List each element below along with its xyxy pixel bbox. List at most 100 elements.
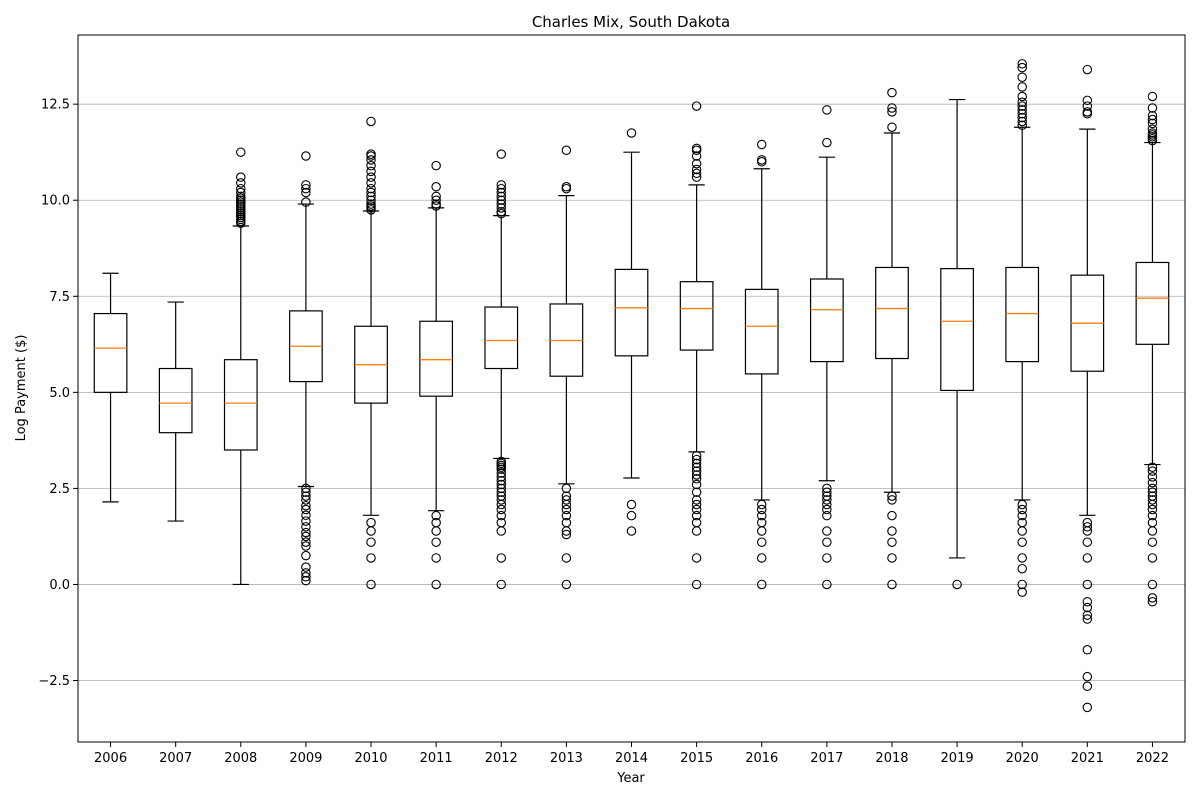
iqr-box	[679, 281, 714, 351]
iqr-box	[419, 320, 454, 397]
iqr-box	[809, 278, 844, 363]
outlier-point	[691, 579, 702, 590]
x-tick-label: 2019	[941, 751, 974, 766]
outlier-point	[496, 207, 507, 217]
outlier-point	[431, 160, 441, 171]
outlier-point	[561, 182, 572, 192]
outlier-point	[822, 537, 832, 547]
outlier-point	[1017, 116, 1027, 127]
outlier-point	[952, 579, 962, 590]
outlier-point	[496, 487, 507, 497]
outlier-point	[691, 474, 702, 484]
box-plots	[93, 59, 1170, 713]
y-tick-label: 5.0	[49, 386, 70, 401]
outlier-point	[301, 183, 311, 194]
box-2008	[223, 147, 258, 586]
outlier-point	[887, 553, 897, 563]
outlier-point	[561, 579, 572, 590]
outlier-point	[1147, 593, 1158, 603]
outlier-point	[756, 139, 767, 150]
outlier-point	[1147, 114, 1158, 125]
outlier-point	[366, 178, 376, 188]
outlier-point	[1082, 602, 1093, 613]
outlier-point	[301, 568, 311, 578]
outlier-point	[691, 145, 702, 156]
x-tick-label: 2015	[680, 751, 713, 766]
outlier-point	[756, 157, 767, 167]
outlier-point	[691, 510, 702, 521]
outlier-point	[691, 168, 702, 179]
outlier-point	[1147, 91, 1158, 102]
outlier-point	[691, 158, 702, 169]
outlier-point	[496, 526, 507, 536]
y-tick-label: −2.5	[38, 674, 70, 689]
outlier-point	[366, 191, 376, 202]
x-tick-label: 2016	[745, 751, 778, 766]
outlier-point	[301, 491, 311, 501]
outlier-point	[1017, 82, 1027, 92]
outlier-point	[887, 103, 897, 113]
outlier-point	[366, 517, 376, 528]
outlier-point	[887, 510, 897, 521]
outlier-point	[1017, 120, 1027, 131]
outlier-point	[691, 479, 702, 490]
y-tick-label: 12.5	[41, 98, 70, 113]
x-tick-label: 2013	[550, 751, 583, 766]
y-tick-label: 7.5	[49, 290, 70, 305]
outlier-point	[691, 101, 702, 111]
outlier-point	[561, 553, 572, 563]
outlier-point	[1082, 610, 1093, 620]
outlier-point	[236, 183, 246, 194]
iqr-box	[158, 367, 193, 434]
outlier-point	[691, 450, 702, 461]
outlier-point	[431, 537, 441, 547]
outlier-point	[1017, 72, 1027, 83]
box-2007	[158, 301, 193, 522]
outlier-point	[496, 504, 507, 515]
outlier-point	[301, 483, 311, 494]
outlier-point	[431, 195, 441, 205]
outlier-point	[496, 199, 507, 209]
outlier-point	[1147, 466, 1158, 476]
outlier-point	[301, 510, 311, 521]
outlier-point	[301, 527, 311, 538]
outlier-point	[366, 116, 376, 127]
x-tick-label: 2014	[615, 751, 648, 766]
outlier-point	[496, 472, 507, 482]
outlier-point	[431, 553, 441, 563]
outlier-point	[496, 483, 507, 494]
outlier-point	[1082, 645, 1093, 655]
outlier-point	[691, 470, 702, 480]
outlier-point	[1017, 112, 1027, 123]
outlier-point	[431, 191, 441, 202]
iqr-box	[614, 268, 649, 357]
box-2012	[484, 149, 519, 590]
outlier-point	[887, 107, 897, 117]
x-tick-label: 2011	[420, 751, 453, 766]
outlier-point	[366, 553, 376, 563]
box-2022	[1135, 91, 1170, 607]
y-tick-label: 2.5	[49, 482, 70, 497]
outlier-point	[1082, 614, 1093, 624]
outlier-point	[1147, 579, 1158, 590]
outlier-point	[691, 466, 702, 476]
outlier-point	[1017, 97, 1027, 107]
outlier-point	[561, 145, 572, 156]
outlier-point	[431, 579, 441, 590]
outlier-point	[756, 499, 767, 510]
iqr-box	[744, 288, 779, 375]
outlier-point	[496, 456, 507, 467]
outlier-point	[236, 172, 246, 182]
outlier-point	[887, 87, 897, 98]
outlier-point	[561, 495, 572, 505]
x-tick-label: 2008	[224, 751, 257, 766]
y-tick-label: 0.0	[49, 578, 70, 593]
outlier-point	[236, 187, 246, 198]
outlier-point	[496, 187, 507, 198]
outlier-point	[1017, 499, 1027, 510]
outlier-point	[1017, 563, 1027, 574]
y-axis-label: Log Payment ($)	[14, 335, 29, 442]
outlier-point	[496, 479, 507, 490]
outlier-point	[1147, 553, 1158, 563]
outlier-point	[1147, 103, 1158, 113]
